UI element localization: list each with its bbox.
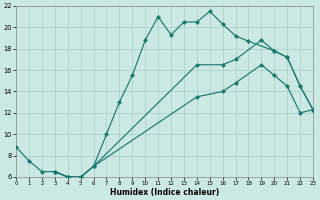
X-axis label: Humidex (Indice chaleur): Humidex (Indice chaleur) [110, 188, 219, 197]
